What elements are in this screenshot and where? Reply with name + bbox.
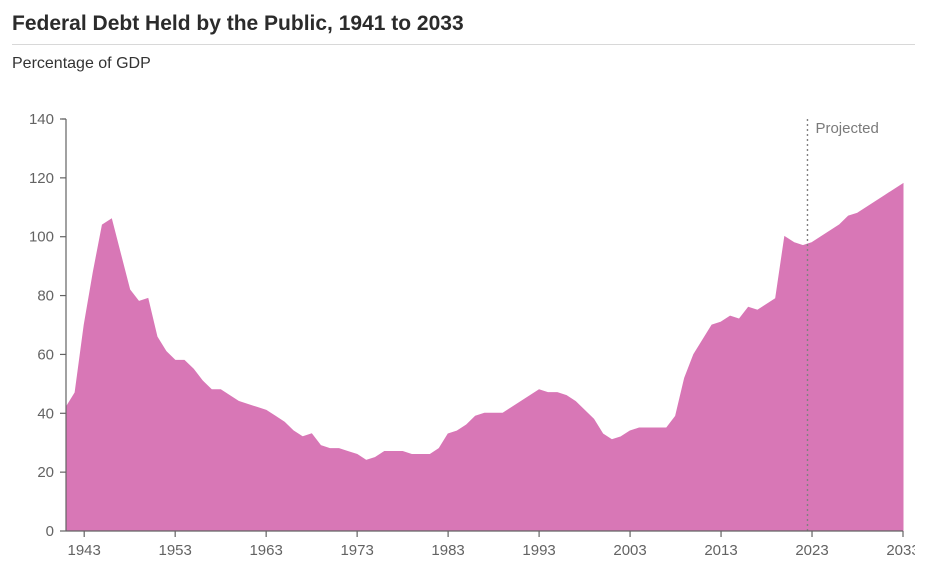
chart-subtitle: Percentage of GDP: [12, 55, 915, 73]
projection-label: Projected: [815, 120, 878, 137]
debt-area-chart: Projected 0 20 40 60 80 100 120 140 1943 1953 1963 1…: [12, 77, 915, 565]
x-tick-label: 2033: [886, 542, 915, 559]
x-tick-label: 1973: [340, 542, 373, 559]
y-tick-label: 80: [37, 288, 54, 305]
y-tick-label: 40: [37, 405, 54, 422]
y-tick-label: 140: [29, 111, 54, 128]
x-tick-label: 1943: [68, 542, 101, 559]
y-tick-label: 0: [46, 523, 54, 540]
x-tick-label: 1963: [249, 542, 282, 559]
y-tick-label: 20: [37, 464, 54, 481]
x-tick-label: 1953: [158, 542, 191, 559]
x-tick-label: 1993: [522, 542, 555, 559]
page: Federal Debt Held by the Public, 1941 to…: [0, 0, 927, 587]
chart-container: Projected 0 20 40 60 80 100 120 140 1943 1953 1963 1…: [12, 77, 915, 565]
chart-title: Federal Debt Held by the Public, 1941 to…: [12, 12, 915, 36]
x-tick-label: 2013: [704, 542, 737, 559]
x-tick-label: 2023: [795, 542, 828, 559]
y-tick-label: 100: [29, 229, 54, 246]
x-tick-label: 1983: [431, 542, 464, 559]
y-tick-label: 120: [29, 170, 54, 187]
y-tick-label: 60: [37, 346, 54, 363]
divider: [12, 44, 915, 45]
x-tick-label: 2003: [613, 542, 646, 559]
